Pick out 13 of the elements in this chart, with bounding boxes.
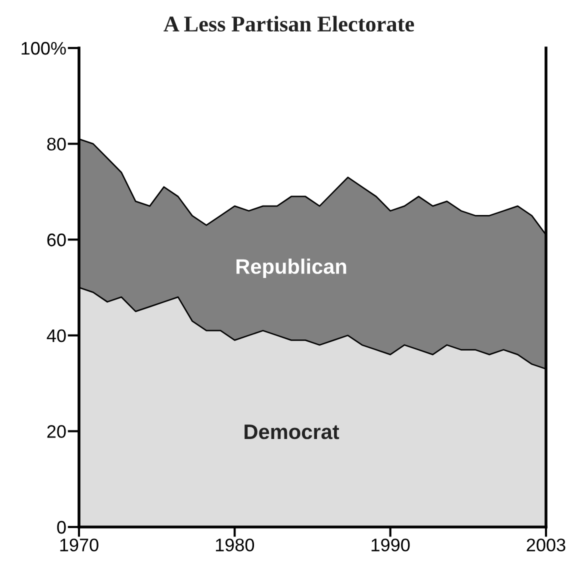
y-tick-label: 80: [47, 138, 66, 151]
series-label: Republican: [236, 258, 346, 278]
x-tick-label: 2003: [526, 538, 566, 552]
chart-title: A Less Partisan Electorate: [164, 16, 414, 32]
x-tick-label: 1980: [216, 538, 254, 552]
y-tick-label: 40: [46, 329, 66, 342]
y-tick-label: 100%: [22, 42, 66, 55]
series-label: Democrat: [244, 424, 340, 440]
x-tick-label: 1970: [60, 538, 98, 552]
y-tick-label: 60: [47, 234, 66, 246]
y-tick-label: 20: [47, 425, 66, 438]
y-tick-label: 0: [57, 520, 66, 534]
x-tick-label: 1990: [372, 538, 410, 552]
